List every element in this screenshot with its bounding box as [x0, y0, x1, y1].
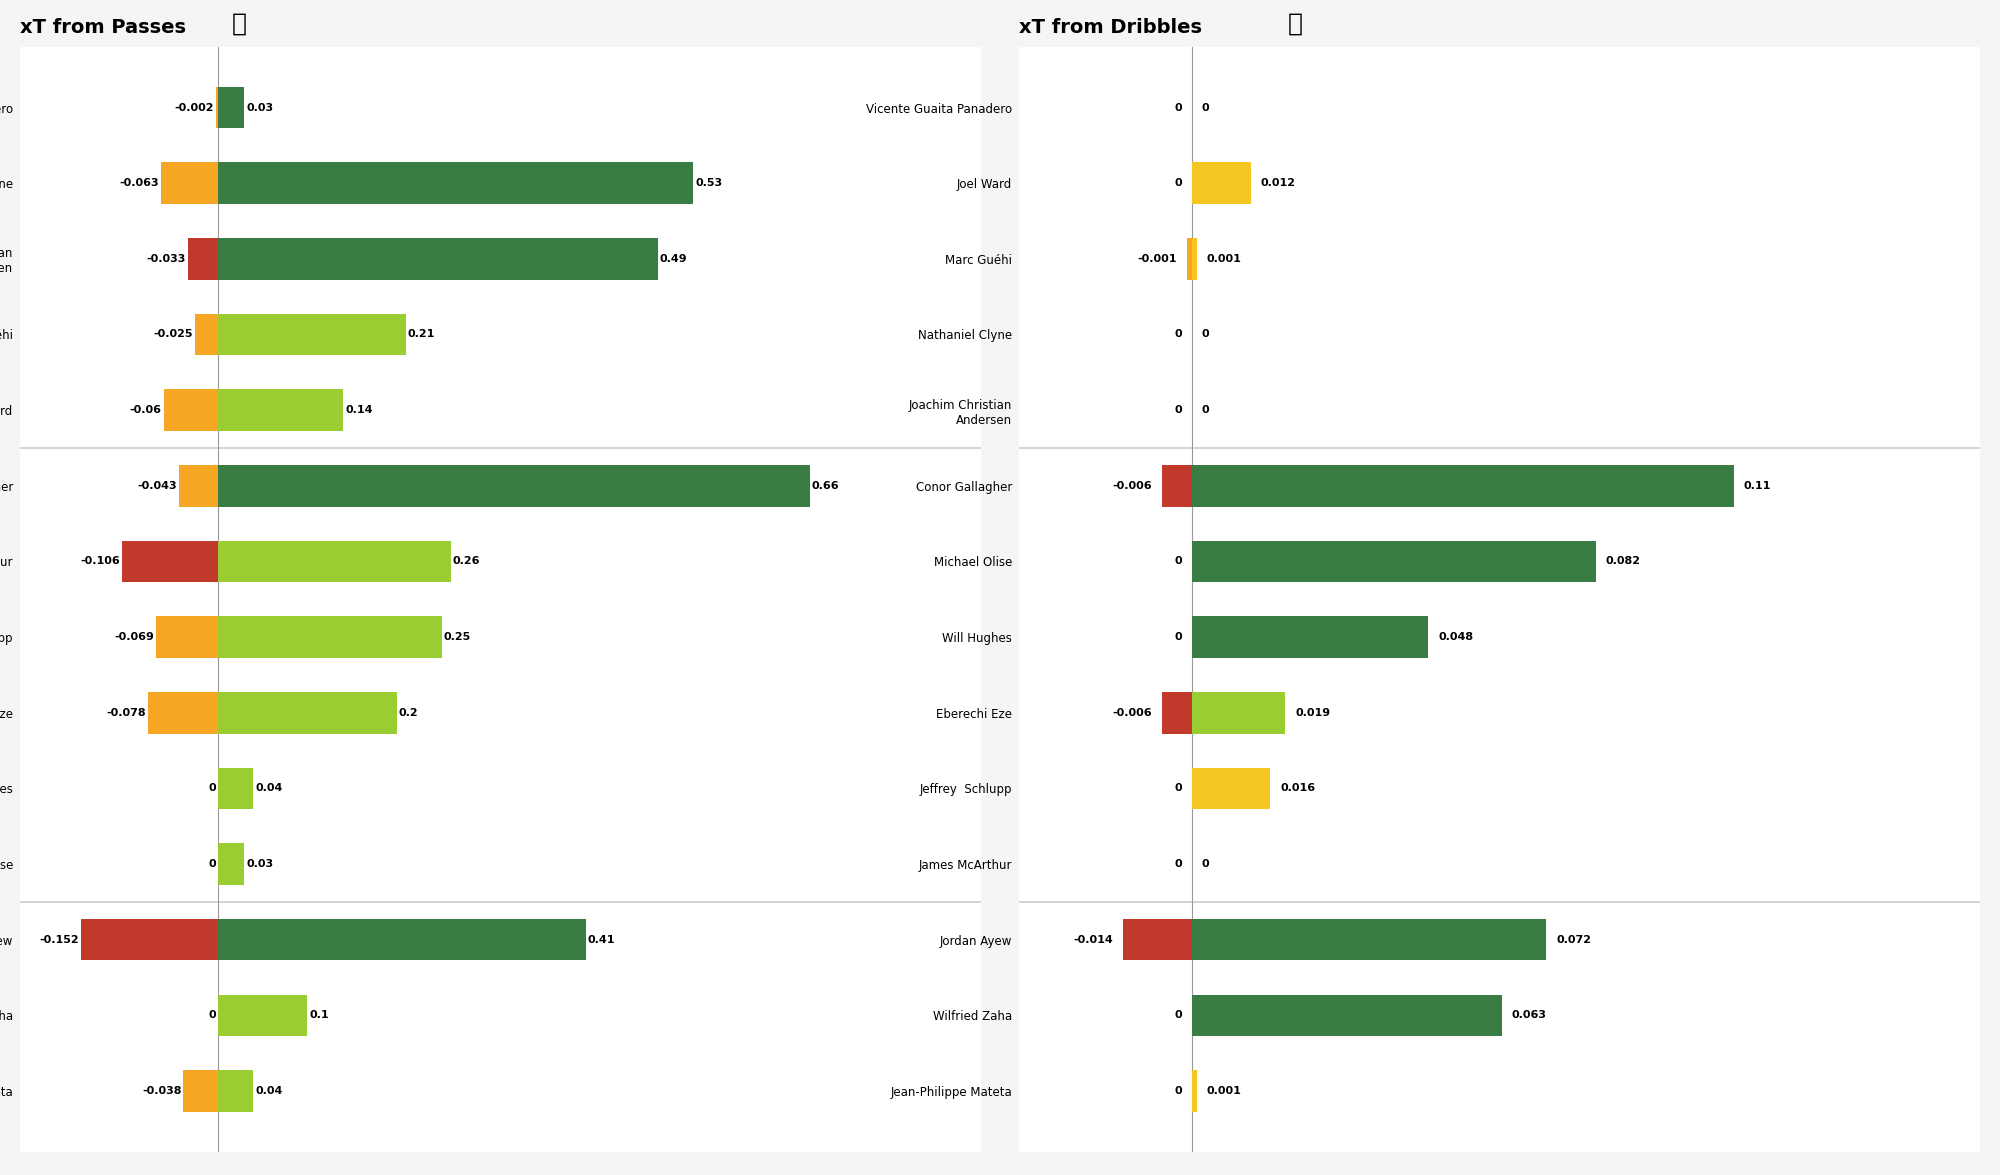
- Bar: [218, 994, 308, 1036]
- Text: 0.001: 0.001: [1206, 1086, 1242, 1096]
- Bar: [218, 844, 244, 885]
- Bar: [188, 239, 218, 280]
- Text: -0.063: -0.063: [120, 179, 160, 188]
- Text: 0: 0: [1202, 859, 1210, 870]
- Text: 0: 0: [1202, 405, 1210, 415]
- Text: -0.006: -0.006: [1112, 481, 1152, 491]
- Text: -0.002: -0.002: [174, 102, 214, 113]
- Text: 0: 0: [208, 859, 216, 870]
- Text: xT from Passes: xT from Passes: [20, 18, 186, 38]
- Text: 0.019: 0.019: [1296, 707, 1330, 718]
- Text: 0.04: 0.04: [256, 784, 282, 793]
- Bar: [1192, 465, 1734, 506]
- Text: 🦅: 🦅: [232, 12, 246, 36]
- Bar: [1162, 465, 1192, 506]
- Text: 0.2: 0.2: [398, 707, 418, 718]
- Text: 0.1: 0.1: [310, 1010, 328, 1020]
- Text: 0.66: 0.66: [812, 481, 840, 491]
- Bar: [1122, 919, 1192, 960]
- Text: 0: 0: [1174, 1010, 1182, 1020]
- Text: 0.048: 0.048: [1438, 632, 1474, 642]
- Text: 0.41: 0.41: [588, 934, 614, 945]
- Bar: [1192, 616, 1428, 658]
- Text: 0.03: 0.03: [246, 102, 274, 113]
- Text: -0.038: -0.038: [142, 1086, 182, 1096]
- Text: 0: 0: [208, 1010, 216, 1020]
- Bar: [1192, 692, 1286, 733]
- Bar: [184, 1070, 218, 1112]
- Text: 🦅: 🦅: [1288, 12, 1304, 36]
- Bar: [156, 616, 218, 658]
- Bar: [82, 919, 218, 960]
- Text: -0.006: -0.006: [1112, 707, 1152, 718]
- Text: 0: 0: [1174, 859, 1182, 870]
- Text: 0.25: 0.25: [444, 632, 472, 642]
- Text: -0.106: -0.106: [80, 557, 120, 566]
- Text: 0: 0: [1174, 557, 1182, 566]
- Text: 0: 0: [208, 784, 216, 793]
- Text: -0.025: -0.025: [154, 329, 194, 340]
- Text: -0.033: -0.033: [146, 254, 186, 264]
- Bar: [218, 314, 406, 355]
- Bar: [1162, 692, 1192, 733]
- Text: 0.03: 0.03: [246, 859, 274, 870]
- Bar: [218, 465, 810, 506]
- Text: 0: 0: [1202, 102, 1210, 113]
- Text: 0.26: 0.26: [452, 557, 480, 566]
- Bar: [218, 692, 398, 733]
- Bar: [218, 767, 254, 810]
- Bar: [218, 87, 244, 128]
- Text: 0.063: 0.063: [1512, 1010, 1546, 1020]
- Bar: [218, 239, 658, 280]
- Text: -0.043: -0.043: [138, 481, 178, 491]
- Bar: [218, 616, 442, 658]
- Text: 0: 0: [1174, 102, 1182, 113]
- Bar: [218, 540, 452, 583]
- Text: -0.001: -0.001: [1138, 254, 1176, 264]
- Text: 0.49: 0.49: [660, 254, 686, 264]
- Bar: [1192, 162, 1250, 204]
- Bar: [164, 389, 218, 431]
- Bar: [122, 540, 218, 583]
- Text: 0: 0: [1174, 1086, 1182, 1096]
- Bar: [1192, 239, 1196, 280]
- Text: -0.06: -0.06: [130, 405, 162, 415]
- Text: 0.016: 0.016: [1280, 784, 1316, 793]
- Text: 0: 0: [1174, 405, 1182, 415]
- Text: 0: 0: [1202, 329, 1210, 340]
- Text: -0.078: -0.078: [106, 707, 146, 718]
- Text: -0.152: -0.152: [40, 934, 80, 945]
- Text: 0.21: 0.21: [408, 329, 436, 340]
- Bar: [1192, 994, 1502, 1036]
- Bar: [148, 692, 218, 733]
- Bar: [218, 389, 344, 431]
- Bar: [1192, 767, 1270, 810]
- Bar: [1186, 239, 1192, 280]
- Text: -0.069: -0.069: [114, 632, 154, 642]
- Text: 0: 0: [1174, 784, 1182, 793]
- Bar: [1192, 1070, 1196, 1112]
- Text: 0.012: 0.012: [1260, 179, 1296, 188]
- Text: 0.072: 0.072: [1556, 934, 1592, 945]
- Bar: [1192, 919, 1546, 960]
- Text: 0.001: 0.001: [1206, 254, 1242, 264]
- Text: -0.014: -0.014: [1074, 934, 1112, 945]
- Text: 0.082: 0.082: [1606, 557, 1640, 566]
- Text: 0: 0: [1174, 329, 1182, 340]
- Text: 0.14: 0.14: [346, 405, 372, 415]
- Bar: [218, 1070, 254, 1112]
- Text: 0.04: 0.04: [256, 1086, 282, 1096]
- Text: xT from Dribbles: xT from Dribbles: [1020, 18, 1202, 38]
- Bar: [218, 919, 586, 960]
- Text: 0.11: 0.11: [1744, 481, 1770, 491]
- Text: 0: 0: [1174, 632, 1182, 642]
- Bar: [196, 314, 218, 355]
- Text: 0.53: 0.53: [696, 179, 722, 188]
- Text: 0: 0: [1174, 179, 1182, 188]
- Bar: [218, 162, 694, 204]
- Bar: [1192, 540, 1596, 583]
- Bar: [160, 162, 218, 204]
- Bar: [178, 465, 218, 506]
